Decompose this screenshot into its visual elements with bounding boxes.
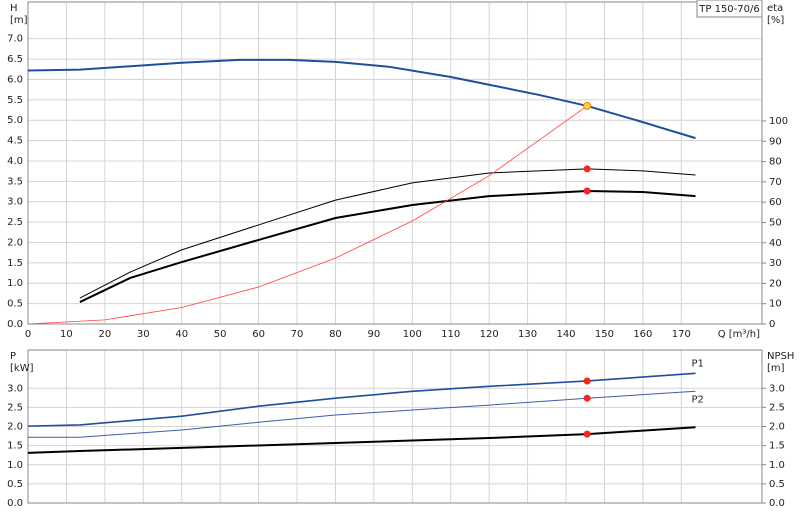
y-tick-label: 0.0 [7, 319, 23, 330]
x-tick-label: 90 [367, 329, 380, 340]
y-tick-label: 7.0 [7, 34, 23, 45]
y2-tick-label: 0.0 [769, 498, 785, 509]
y-tick-label: 5.5 [7, 95, 23, 106]
x-axis-label: Q [m³/h] [718, 329, 760, 340]
duty-point [583, 101, 592, 110]
x-tick-label: 20 [98, 329, 111, 340]
x-tick-label: 60 [252, 329, 265, 340]
y2-tick-label: 30 [769, 258, 782, 269]
y2-tick-label: 100 [769, 116, 788, 127]
x-tick-label: 10 [60, 329, 73, 340]
y2-tick-label: 70 [769, 177, 782, 188]
y2-tick-label: 60 [769, 197, 782, 208]
x-tick-label: 130 [518, 329, 537, 340]
curve [79, 190, 696, 303]
x-tick-label: 70 [291, 329, 304, 340]
series-label: P1 [692, 358, 704, 369]
duty-point [583, 165, 591, 173]
y-tick-label: 3.0 [7, 197, 23, 208]
y-axis-unit: [m] [10, 15, 28, 26]
y-axis-label: H [10, 3, 18, 14]
y2-tick-label: 90 [769, 136, 782, 147]
plot-frame [27, 349, 763, 504]
x-tick-label: 150 [595, 329, 614, 340]
x-tick-label: 40 [175, 329, 188, 340]
curve [27, 426, 696, 454]
duty-point [583, 187, 591, 195]
y2-axis-unit: [%] [767, 15, 784, 26]
y-tick-label: 2.5 [7, 402, 23, 413]
duty-point [583, 430, 591, 438]
y-tick-label: 2.0 [7, 237, 23, 248]
y-tick-label: 0.0 [7, 498, 23, 509]
y2-axis-label: NPSH [767, 351, 794, 362]
plot-frame [27, 1, 763, 325]
y-axis-unit: [kW] [10, 363, 34, 374]
x-tick-label: 80 [329, 329, 342, 340]
y-tick-label: 0.5 [7, 479, 23, 490]
y-tick-label: 2.5 [7, 217, 23, 228]
y-tick-label: 5.0 [7, 115, 23, 126]
y2-tick-label: 1.0 [769, 460, 785, 471]
x-tick-label: 50 [214, 329, 227, 340]
y-tick-label: 6.0 [7, 74, 23, 85]
x-tick-label: 140 [556, 329, 575, 340]
x-tick-label: 120 [480, 329, 499, 340]
y2-axis-unit: [m] [767, 363, 785, 374]
y2-axis-label: eta [767, 3, 783, 14]
y2-tick-label: 2.0 [769, 422, 785, 433]
curve [27, 58, 696, 140]
curve [79, 168, 696, 299]
duty-point [583, 394, 591, 402]
y2-tick-label: 40 [769, 238, 782, 249]
y-tick-label: 4.0 [7, 156, 23, 167]
y2-tick-label: 20 [769, 278, 782, 289]
x-tick-label: 30 [137, 329, 150, 340]
x-tick-label: 110 [441, 329, 460, 340]
chart-title: TP 150-70/6 [698, 4, 759, 15]
y-tick-label: 1.5 [7, 258, 23, 269]
x-tick-label: 170 [672, 329, 691, 340]
y-tick-label: 1.5 [7, 441, 23, 452]
y2-tick-label: 2.5 [769, 402, 785, 413]
curve [27, 105, 588, 325]
curve [28, 390, 696, 438]
y2-tick-label: 80 [769, 157, 782, 168]
y2-tick-label: 10 [769, 299, 782, 310]
y-tick-label: 1.0 [7, 460, 23, 471]
y-tick-label: 2.0 [7, 422, 23, 433]
y-tick-label: 6.5 [7, 54, 23, 65]
y2-tick-label: 0 [769, 319, 775, 330]
y2-tick-label: 0.5 [769, 479, 785, 490]
y2-tick-label: 50 [769, 217, 782, 228]
x-tick-label: 0 [25, 329, 31, 340]
y-tick-label: 3.5 [7, 176, 23, 187]
x-tick-label: 160 [633, 329, 652, 340]
y-tick-label: 3.0 [7, 383, 23, 394]
y-tick-label: 0.5 [7, 299, 23, 310]
y2-tick-label: 3.0 [769, 383, 785, 394]
title-box [696, 0, 763, 18]
x-tick-label: 100 [403, 329, 422, 340]
duty-point [583, 377, 591, 385]
curve [27, 372, 696, 427]
y-axis-label: P [10, 351, 16, 362]
y2-tick-label: 1.5 [769, 441, 785, 452]
y-tick-label: 1.0 [7, 278, 23, 289]
series-label: P2 [692, 394, 704, 405]
y-tick-label: 4.5 [7, 136, 23, 147]
